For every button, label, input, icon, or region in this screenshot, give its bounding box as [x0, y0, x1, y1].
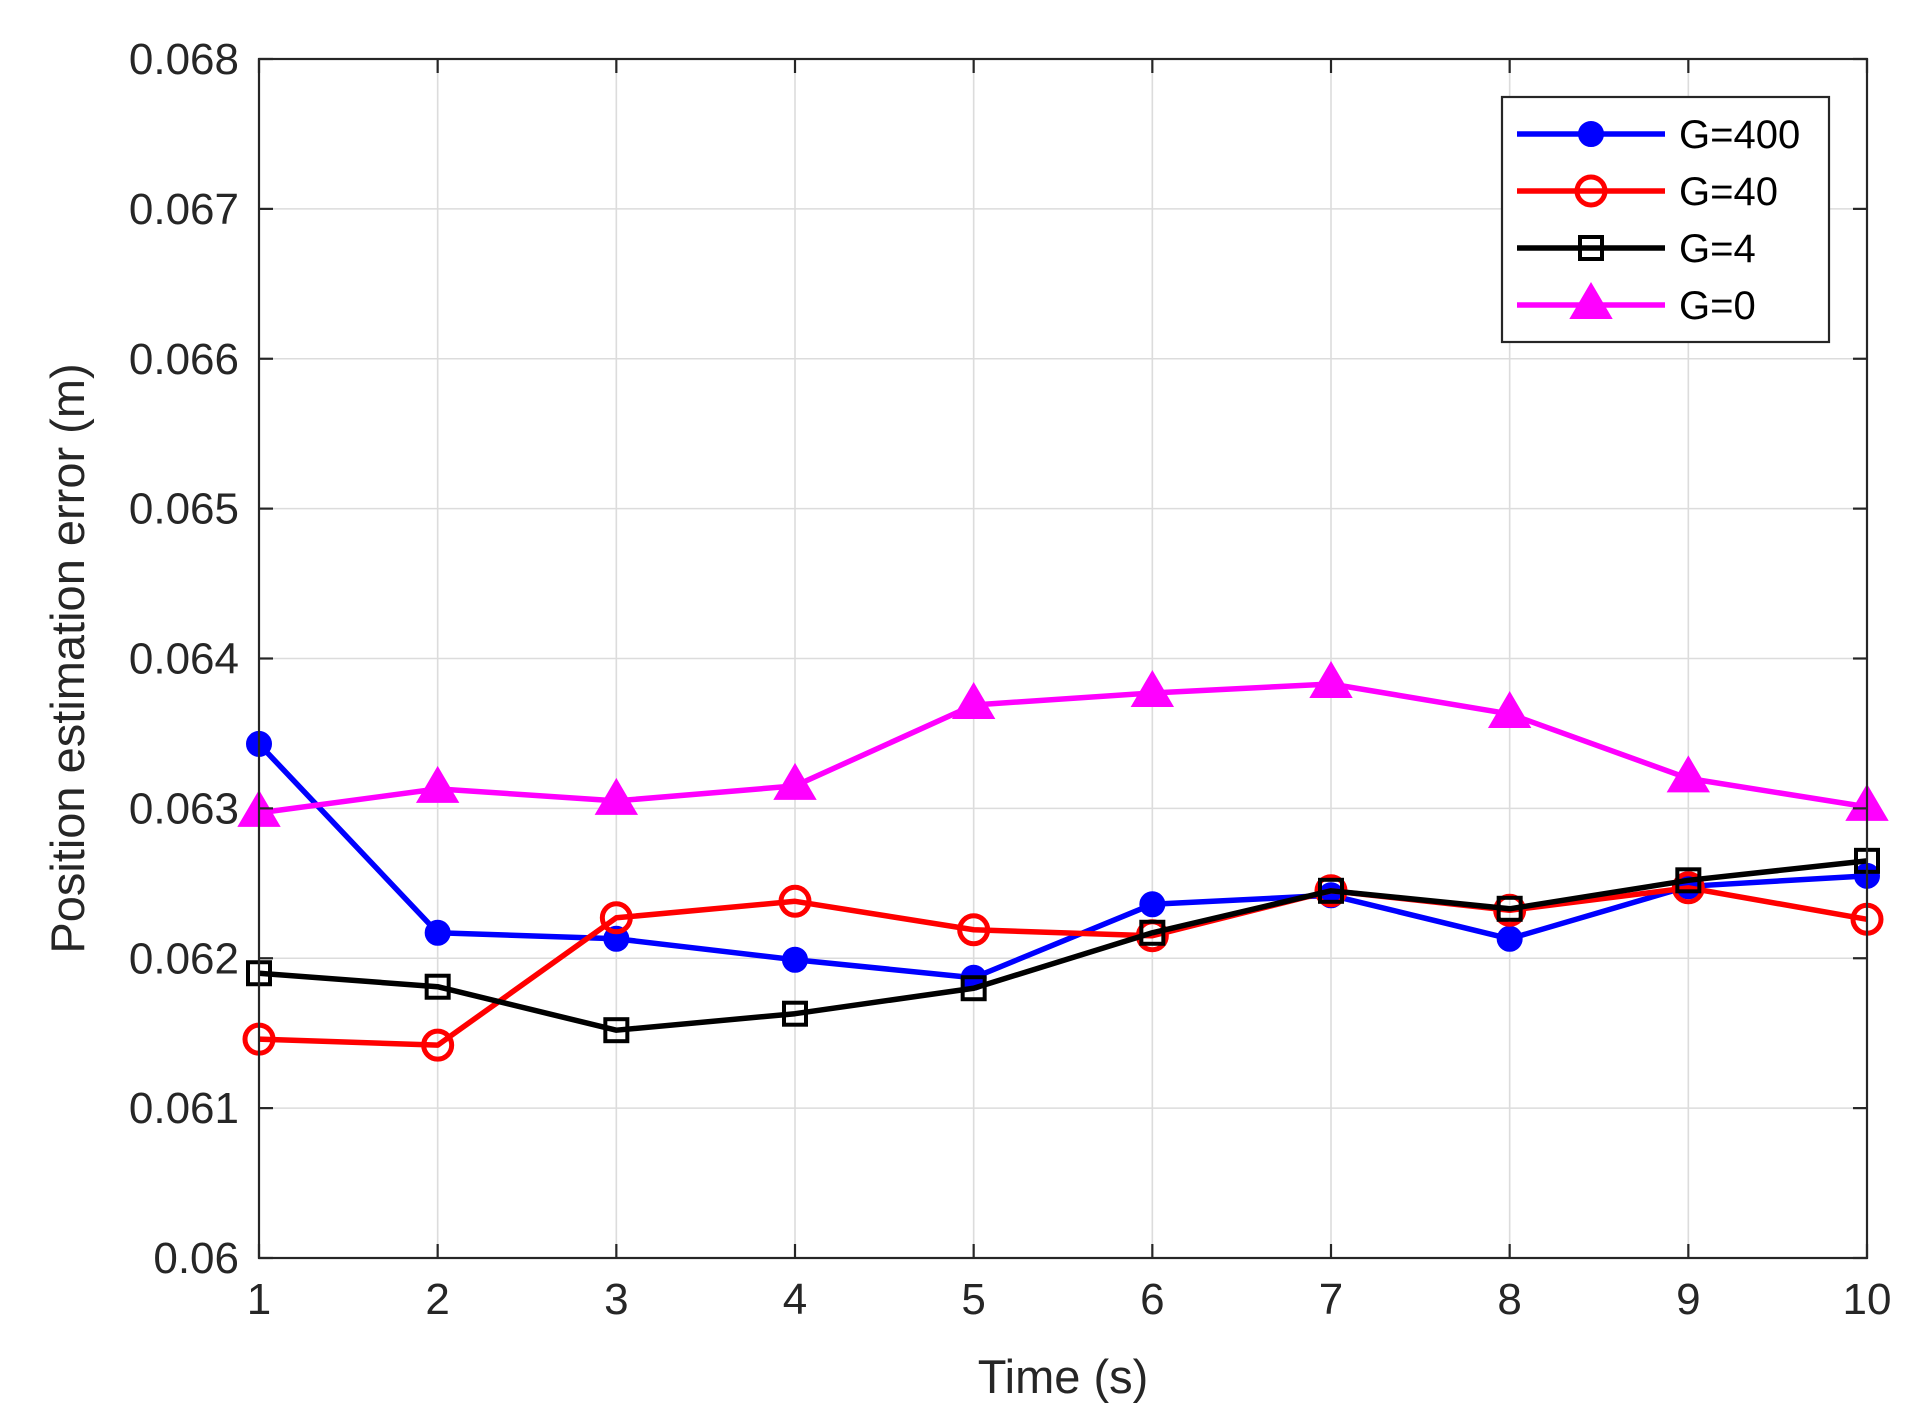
legend-marker: [1569, 282, 1613, 320]
series-line: [258, 681, 1868, 816]
data-point: [1139, 919, 1166, 946]
legend-marker: [1578, 121, 1604, 147]
data-point: [782, 946, 808, 973]
series-layer: [237, 661, 1889, 1062]
x-tick-label: 6: [1140, 1275, 1164, 1324]
ticks: 1 2 3 4 5 6 7 8 9 10 0.06 0.061 0.062 0.063 0.064 0.065…: [129, 35, 1892, 1324]
data-point: [773, 762, 817, 800]
y-tick-label: 0.061: [129, 1084, 239, 1133]
y-tick-label: 0.062: [129, 934, 239, 983]
legend-item: G=0: [1517, 282, 1756, 328]
data-point: [1671, 871, 1705, 905]
series-line: [258, 858, 1868, 1033]
series-line: [258, 885, 1868, 1048]
x-tick-label: 8: [1497, 1275, 1521, 1324]
legend-label: G=4: [1679, 227, 1756, 271]
legend-marker: [1574, 174, 1608, 208]
y-tick-label: 0.06: [153, 1234, 239, 1283]
series-G=0: [237, 661, 1889, 827]
legend-box: [1500, 95, 1831, 344]
data-point: [778, 884, 812, 918]
data-point: [424, 973, 451, 1000]
y-tick-label: 0.065: [129, 485, 239, 534]
legend-item: G=400: [1517, 113, 1800, 157]
x-tick-label: 1: [247, 1275, 271, 1324]
data-point: [1309, 661, 1353, 698]
data-point: [960, 975, 987, 1002]
data-point: [603, 1017, 630, 1044]
data-point: [782, 1000, 808, 1027]
data-point: [1496, 925, 1523, 952]
data-point: [957, 913, 991, 947]
data-point: [1130, 669, 1175, 707]
data-point: [594, 777, 639, 815]
legend-item: G=4: [1517, 227, 1756, 271]
data-point: [1496, 895, 1523, 922]
legend-label: G=0: [1679, 284, 1756, 328]
x-tick-label: 4: [783, 1275, 807, 1324]
data-point: [421, 1028, 455, 1062]
data-point: [951, 681, 996, 719]
y-tick-label: 0.066: [129, 335, 239, 384]
data-point: [599, 901, 633, 935]
y-tick-label: 0.064: [129, 635, 239, 684]
x-tick-label: 7: [1319, 1275, 1343, 1324]
y-tick-label: 0.068: [129, 35, 239, 84]
y-tick-label: 0.063: [129, 784, 239, 833]
data-point: [1139, 891, 1166, 918]
legend: G=400 G=40 G=4 G=0: [1500, 95, 1831, 344]
x-tick-label: 9: [1676, 1275, 1700, 1324]
data-point: [1675, 867, 1702, 894]
legend-label: G=400: [1679, 113, 1800, 157]
data-point: [1318, 877, 1344, 904]
data-point: [415, 765, 460, 803]
x-axis-label: Time (s): [978, 1350, 1149, 1403]
y-tick-label: 0.067: [129, 185, 239, 234]
legend-label: G=40: [1679, 170, 1778, 214]
data-point: [1666, 755, 1711, 793]
x-tick-label: 2: [425, 1275, 449, 1324]
x-tick-label: 5: [961, 1275, 985, 1324]
y-axis-label: Position estimation error (m): [41, 363, 94, 953]
series-line: [257, 742, 1868, 981]
data-point: [1487, 690, 1532, 728]
legend-item: G=40: [1517, 170, 1778, 214]
legend-marker: [1578, 235, 1604, 261]
x-tick-label: 10: [1843, 1275, 1892, 1324]
x-tick-label: 3: [604, 1275, 628, 1324]
data-point: [424, 919, 451, 946]
